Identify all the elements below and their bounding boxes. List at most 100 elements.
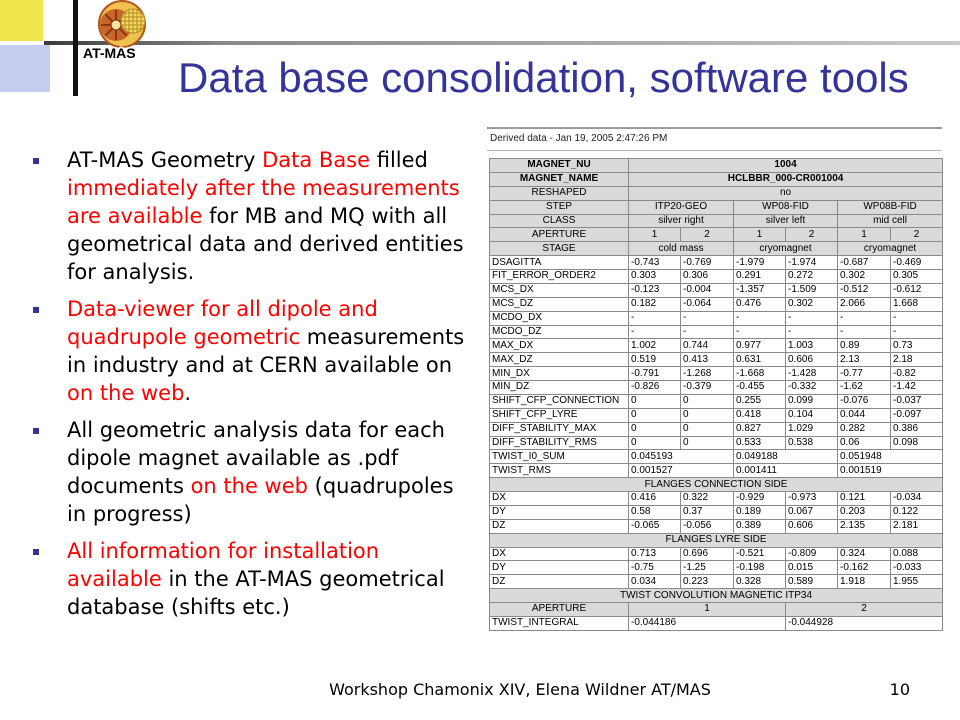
table-cell: 2.135	[837, 518, 891, 534]
table-cell: -0.809	[785, 546, 838, 562]
table-cell: -0.826	[628, 380, 681, 395]
table-cell: 2.181	[889, 518, 944, 534]
section-title: FLANGES CONNECTION SIDE	[488, 477, 944, 492]
table-cell: 1.918	[837, 574, 891, 590]
table-cell: 0.413	[680, 352, 734, 368]
table-cell: -	[837, 324, 891, 340]
bullet-line: All information for installation	[67, 537, 470, 565]
table-cell: -1.428	[785, 366, 838, 381]
row-label: SHIFT_CFP_CONNECTION	[489, 393, 629, 409]
table-row: DIFF_STABILITY_MAX 0 0 0.827 1.029 0.282 0.386	[489, 421, 944, 437]
table-cell: 1	[628, 602, 786, 617]
table-cell: 0.324	[837, 546, 891, 562]
table-row: MAX_DZ 0.519 0.413 0.631 0.606 2.13 2.18	[489, 352, 944, 368]
table-cell: -1.25	[680, 560, 734, 576]
table-row: CLASS silver right silver left mid cell	[489, 213, 944, 229]
table-cell: 0.305	[889, 269, 944, 284]
table-row: MIN_DX -0.791 -1.268 -1.668 -1.428 -0.77 -0.82	[489, 366, 944, 381]
table-cell: 0.302	[785, 296, 838, 312]
table-cell: 1	[733, 227, 786, 243]
table-cell: 0	[680, 393, 734, 409]
bullet-square-icon	[33, 307, 39, 313]
table-cell: -0.82	[889, 366, 944, 381]
table-cell: 0.713	[628, 546, 681, 562]
table-cell: -0.123	[628, 282, 681, 298]
table-cell: -1.357	[733, 282, 786, 298]
table-cell: -	[733, 324, 786, 340]
table-cell: -0.056	[680, 518, 734, 534]
table-cell: ITP20-GEO	[628, 199, 734, 215]
table-cell: 0.37	[680, 504, 734, 520]
table-cell: 2	[784, 602, 944, 617]
table-row: MCS_DZ 0.182 -0.064 0.476 0.302 2.066 1.668	[489, 296, 944, 312]
table-cell: 0.099	[785, 393, 838, 409]
row-label: MCS_DZ	[489, 296, 629, 312]
table-cell: 0.303	[628, 269, 681, 284]
bullet-line: AT-MAS Geometry Data Base filled	[67, 146, 470, 174]
bullet-text: filled	[370, 148, 428, 172]
table-cell: 0.223	[680, 574, 734, 590]
row-label: DY	[489, 560, 629, 576]
row-label: MAX_DX	[489, 338, 629, 354]
table-cell: 0.606	[785, 352, 838, 368]
table-cell: 0.001527	[628, 463, 734, 479]
table-row: TWIST_RMS 0.001527 0.001411 0.001519	[489, 463, 944, 479]
table-cell: 0.977	[733, 338, 786, 354]
bullet-text: AT-MAS Geometry	[67, 148, 263, 172]
table-cell: 0.282	[837, 421, 891, 437]
table-cell: 0.538	[785, 435, 838, 451]
bullet-line: are available for MB and MQ with all	[67, 202, 470, 230]
table-cell: -	[733, 310, 786, 326]
bullet-line: quadrupole geometric measurements	[67, 323, 470, 351]
table-cell: 0.06	[837, 435, 891, 451]
table-cell: -1.974	[785, 255, 838, 270]
table-cell: 0.088	[889, 546, 944, 562]
table-cell: 0.104	[785, 407, 838, 423]
highlighted-text: immediately after the measurements	[67, 176, 460, 200]
table-cell: 1004	[627, 158, 944, 173]
table-cell: -0.044928	[784, 615, 944, 631]
logo-emblem-icon	[98, 0, 146, 48]
row-label: TWIST_INTEGRAL	[489, 615, 629, 631]
decor-blue-square	[0, 45, 50, 92]
bullet-text: geometrical data and derived entities	[67, 232, 464, 256]
table-cell: -	[889, 310, 944, 326]
bullet-text: documents	[67, 474, 191, 498]
row-label: SHIFT_CFP_LYRE	[489, 407, 629, 423]
table-cell: -	[628, 310, 681, 326]
row-label: APERTURE	[489, 602, 629, 617]
table-row: MAGNET_NU 1004	[489, 158, 944, 173]
table-row: RESHAPED no	[489, 185, 944, 201]
table-cell: -0.687	[837, 255, 891, 270]
table-row: APERTURE 1 2	[489, 602, 944, 617]
table-cell: 0	[628, 435, 681, 451]
table-section-row: FLANGES CONNECTION SIDE	[488, 477, 944, 492]
table-cell: 2	[680, 227, 734, 243]
table-section-row: FLANGES LYRE SIDE	[488, 532, 944, 548]
table-cell: 1.668	[889, 296, 944, 312]
table-cell: 0.606	[785, 518, 838, 534]
row-label: MAGNET_NAME	[489, 171, 629, 187]
table-cell: -	[680, 324, 734, 340]
row-label: MCDO_DZ	[489, 324, 629, 340]
bullet-item: All geometric analysis data for each dipo…	[0, 416, 470, 528]
highlighted-text: are available	[67, 204, 203, 228]
bullet-square-icon	[33, 158, 39, 164]
table-cell: 0.001411	[733, 463, 838, 479]
row-label: MCS_DX	[489, 282, 629, 298]
table-cell: WP08B-FID	[836, 199, 944, 215]
row-label: DSAGITTA	[489, 255, 629, 270]
bullet-line: in progress)	[67, 500, 470, 528]
bullet-line: Data-viewer for all dipole and	[67, 295, 470, 323]
highlighted-text: Data-viewer for all dipole and	[67, 297, 378, 321]
table-cell: 0.034	[628, 574, 681, 590]
bullet-text: measurements	[300, 325, 465, 349]
table-cell: -0.612	[889, 282, 944, 298]
bullet-square-icon	[33, 428, 39, 434]
table-cell: -0.791	[628, 366, 681, 381]
bullet-item: All information for installation availabl…	[0, 537, 470, 621]
table-cell: -0.065	[628, 518, 681, 534]
table-cell: -1.979	[733, 255, 786, 270]
table-row: APERTURE 1 2 1 2 1 2	[489, 227, 944, 243]
table-cell: 0.291	[733, 269, 786, 284]
